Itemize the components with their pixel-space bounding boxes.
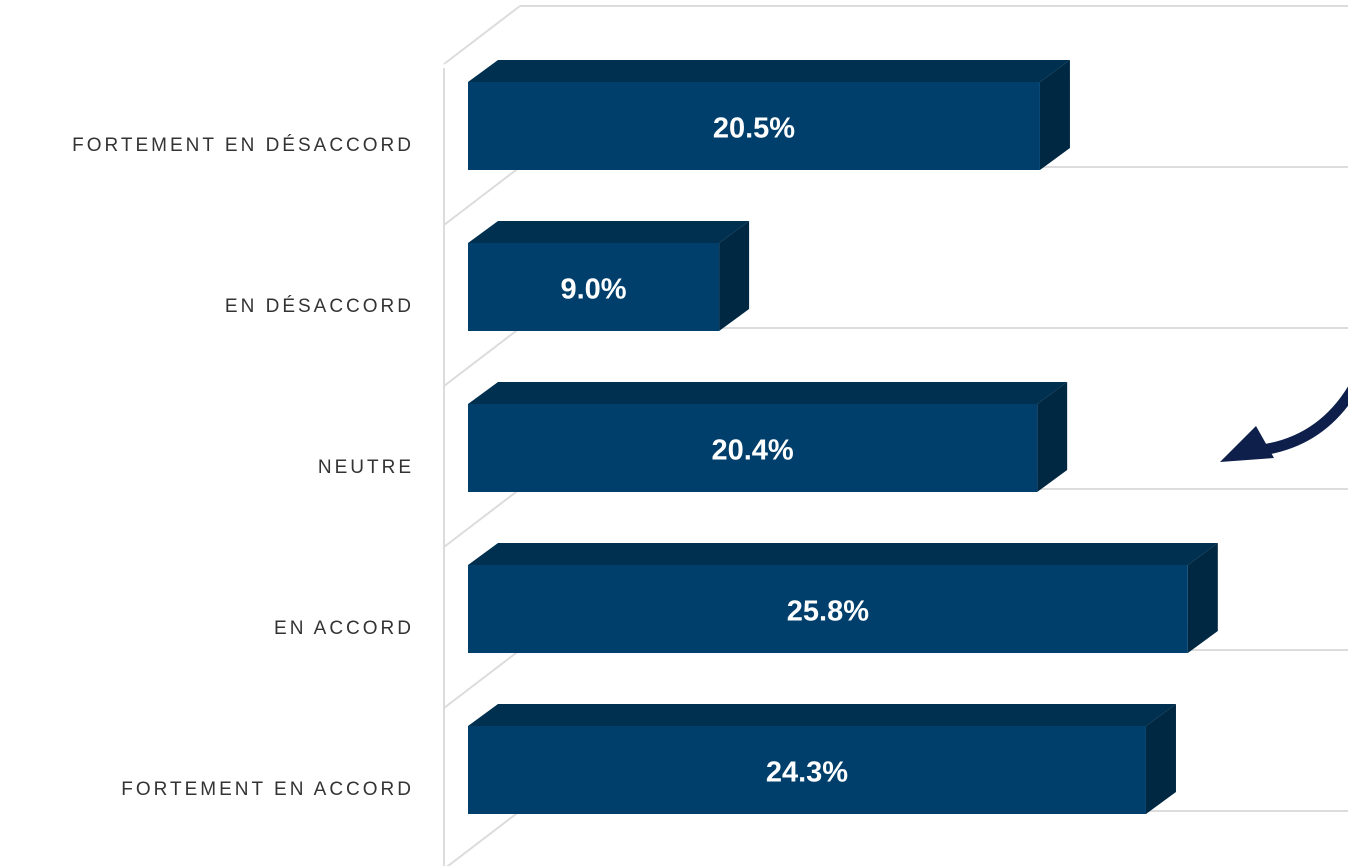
floor-line bbox=[446, 810, 521, 866]
data-label: 25.8% bbox=[787, 596, 869, 628]
bar-side bbox=[1037, 382, 1068, 492]
bar-top bbox=[468, 543, 1218, 565]
category-label: EN ACCORD bbox=[274, 618, 414, 639]
data-label: 9.0% bbox=[560, 274, 626, 306]
bar-front bbox=[468, 404, 1038, 492]
bar-front bbox=[468, 82, 1040, 170]
floor-line bbox=[443, 327, 521, 387]
floor-line bbox=[443, 5, 521, 65]
data-label: 20.4% bbox=[711, 435, 793, 467]
bar bbox=[468, 543, 1218, 653]
floor-line bbox=[443, 649, 521, 709]
arrow-head bbox=[1220, 426, 1274, 462]
category-label: FORTEMENT EN ACCORD bbox=[121, 779, 414, 800]
bar bbox=[468, 382, 1068, 492]
category-label: NEUTRE bbox=[318, 457, 414, 478]
bar-side bbox=[719, 221, 750, 331]
category-label: FORTEMENT EN DÉSACCORD bbox=[72, 135, 414, 156]
bar-front bbox=[468, 243, 720, 331]
arrow bbox=[1261, 386, 1348, 456]
bar-front bbox=[468, 565, 1188, 653]
floor-line bbox=[443, 488, 521, 548]
bar-side bbox=[1187, 543, 1218, 653]
bar-top bbox=[468, 704, 1176, 726]
bar bbox=[468, 704, 1176, 814]
bar-top bbox=[468, 221, 750, 243]
data-label: 24.3% bbox=[766, 757, 848, 789]
bar bbox=[468, 221, 750, 331]
data-label: 20.5% bbox=[713, 113, 795, 145]
floor-line bbox=[443, 166, 521, 226]
bar-side bbox=[1039, 60, 1070, 170]
bar-top bbox=[468, 382, 1068, 404]
category-label: EN DÉSACCORD bbox=[225, 296, 414, 317]
bar bbox=[468, 60, 1070, 170]
bar-side bbox=[1145, 704, 1176, 814]
bar-top bbox=[468, 60, 1070, 82]
bar-front bbox=[468, 726, 1146, 814]
